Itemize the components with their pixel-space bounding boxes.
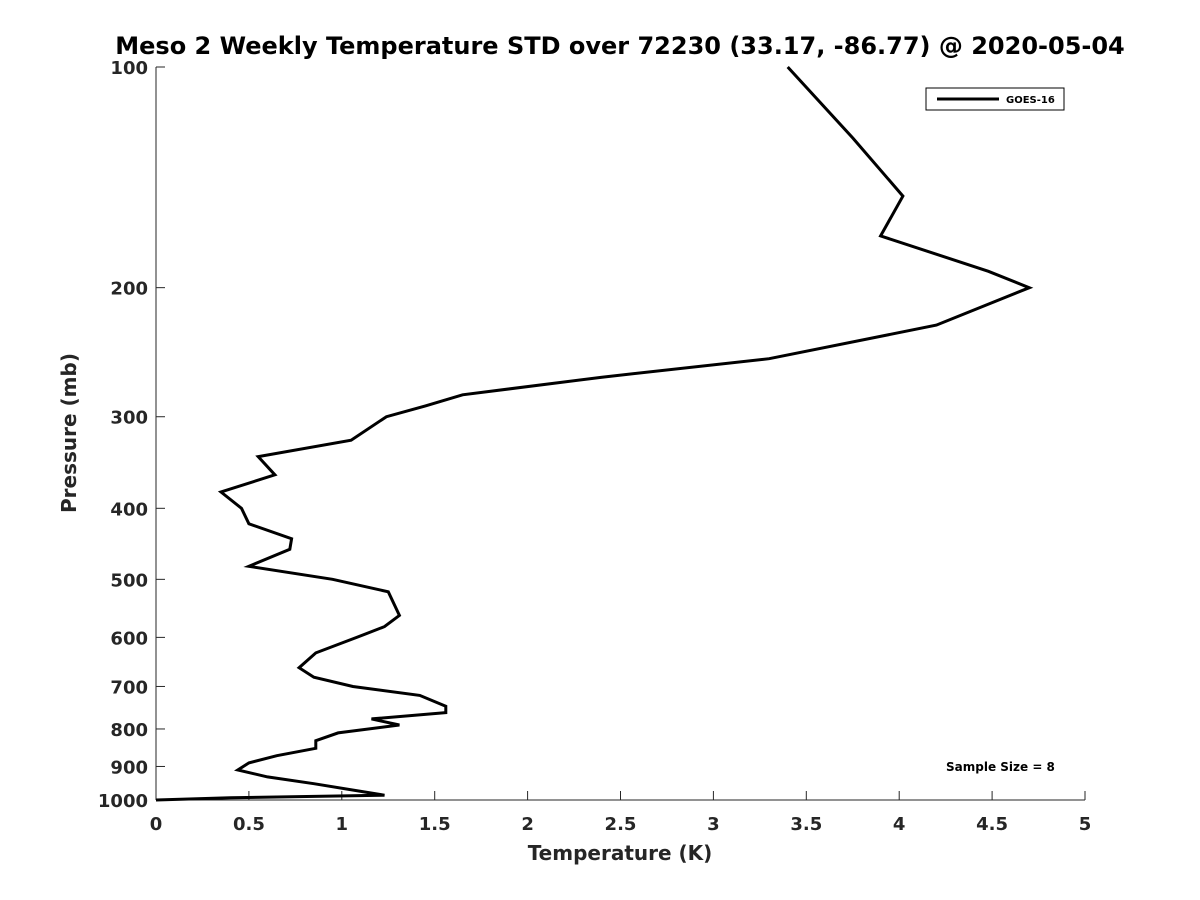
x-tick-label: 2 xyxy=(521,814,534,835)
series-line-goes-16 xyxy=(155,65,1034,802)
x-tick-label: 3 xyxy=(707,814,720,835)
x-tick-label: 4.5 xyxy=(976,814,1008,835)
y-tick-label: 500 xyxy=(110,570,148,591)
x-tick-label: 1 xyxy=(336,814,349,835)
y-tick-label: 400 xyxy=(110,499,148,520)
series-group xyxy=(155,65,1034,802)
sample-size-annotation: Sample Size = 8 xyxy=(946,760,1055,774)
x-tick-label: 5 xyxy=(1079,814,1092,835)
x-axis-ticks: 0 0.5 1 1.5 2 2.5 3 3.5 4 4.5 5 xyxy=(150,791,1092,835)
y-axis-ticks: 100 200 300 400 500 600 700 800 900 1000 xyxy=(98,58,165,812)
x-tick-label: 0.5 xyxy=(233,814,265,835)
legend: GOES-16 xyxy=(925,87,1065,111)
chart-title: Meso 2 Weekly Temperature STD over 72230… xyxy=(115,32,1125,60)
y-tick-label: 200 xyxy=(110,279,148,300)
y-tick-label: 100 xyxy=(110,58,148,79)
y-tick-label: 800 xyxy=(110,720,148,741)
y-tick-label: 900 xyxy=(110,757,148,778)
x-tick-label: 2.5 xyxy=(605,814,637,835)
x-axis-label: Temperature (K) xyxy=(528,841,713,865)
y-tick-label: 300 xyxy=(110,408,148,429)
x-tick-label: 0 xyxy=(150,814,163,835)
y-tick-label: 600 xyxy=(110,628,148,649)
y-tick-label: 1000 xyxy=(98,791,148,812)
y-axis-label: Pressure (mb) xyxy=(57,353,81,513)
y-tick-label: 700 xyxy=(110,677,148,698)
x-tick-label: 3.5 xyxy=(790,814,822,835)
x-tick-label: 1.5 xyxy=(419,814,451,835)
legend-label-goes-16: GOES-16 xyxy=(1006,95,1055,106)
x-tick-label: 4 xyxy=(893,814,906,835)
